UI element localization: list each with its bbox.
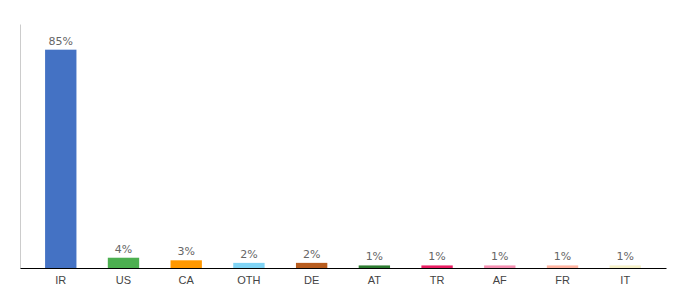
plot: IR US CA OTH DE AT TR AF FR IT 85% 4% 3% 2% 2% 1% 1% 1% 1%… — [21, 25, 667, 286]
bar — [610, 265, 641, 268]
y-axis — [20, 25, 21, 269]
x-tick-label: US — [116, 274, 131, 286]
x-tick-label: CA — [179, 274, 195, 286]
x-tick: AF — [493, 274, 507, 286]
chart: IR US CA OTH DE AT TR AF FR IT 85% 4% 3% 2% 2% 1% 1% 1% 1%… — [0, 0, 680, 300]
bar — [547, 265, 578, 268]
data-label: 85% — [49, 35, 73, 48]
x-axis: IR US CA OTH DE AT TR AF FR IT — [21, 269, 667, 286]
bar — [421, 265, 452, 268]
x-tick-label: AT — [368, 274, 382, 286]
x-tick-label: OTH — [237, 274, 260, 286]
x-tick: AT — [368, 274, 382, 286]
x-tick: US — [116, 274, 131, 286]
data-label: 2% — [303, 248, 320, 261]
x-tick: IT — [620, 274, 630, 286]
data-label: 1% — [366, 250, 383, 263]
bars — [45, 50, 641, 268]
x-tick-label: AF — [493, 274, 507, 286]
x-axis-line — [21, 268, 667, 269]
x-tick-label: DE — [304, 274, 319, 286]
data-label: 4% — [115, 243, 132, 256]
x-tick: DE — [304, 274, 319, 286]
x-tick: CA — [179, 274, 195, 286]
x-tick: TR — [430, 274, 445, 286]
x-tick: FR — [555, 274, 570, 286]
data-label: 1% — [491, 250, 508, 263]
x-tick-label: IR — [55, 274, 66, 286]
data-labels: 85% 4% 3% 2% 2% 1% 1% 1% 1% 1% — [49, 35, 634, 264]
x-tick-label: TR — [430, 274, 445, 286]
bar — [45, 50, 76, 268]
bar — [233, 263, 264, 268]
bar — [171, 260, 202, 268]
x-tick-label: FR — [555, 274, 570, 286]
x-tick: IR — [55, 274, 66, 286]
x-tick: OTH — [237, 274, 260, 286]
data-label: 1% — [554, 250, 571, 263]
data-label: 3% — [177, 245, 194, 258]
bar — [484, 265, 515, 268]
x-tick-label: IT — [620, 274, 630, 286]
data-label: 1% — [617, 250, 634, 263]
bar — [359, 265, 390, 268]
bar — [108, 258, 139, 268]
data-label: 1% — [428, 250, 445, 263]
bar — [296, 263, 327, 268]
y-axis-line — [20, 25, 21, 269]
data-label: 2% — [240, 248, 257, 261]
